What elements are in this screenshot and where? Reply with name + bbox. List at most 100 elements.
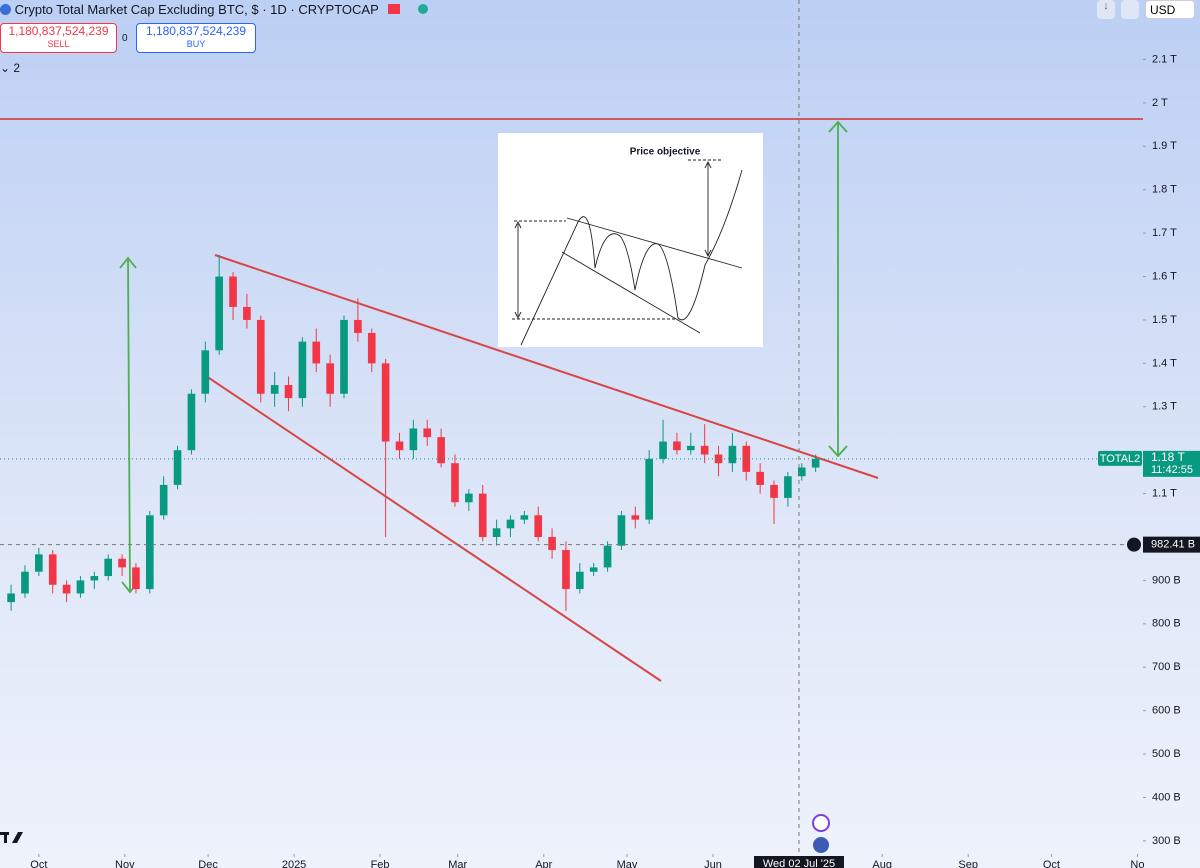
candle-body <box>700 445 709 455</box>
x-tick-label: Mar <box>448 859 467 868</box>
candle-body <box>506 519 515 529</box>
candle-body <box>520 515 529 520</box>
crosshair-y-label: 982.41 B <box>1151 539 1195 551</box>
currency-button[interactable]: USD <box>1145 0 1195 19</box>
candle-body <box>811 458 820 468</box>
candle-body <box>631 515 640 520</box>
sell-button[interactable]: 1,180,837,524,239 SELL <box>0 23 117 53</box>
lower-trend-line <box>205 375 662 682</box>
flag-icon[interactable] <box>388 4 401 14</box>
candle-body <box>76 580 85 594</box>
sell-label: SELL <box>47 39 70 49</box>
snapshot-button[interactable] <box>1121 0 1139 19</box>
symbol-label-bg <box>1098 450 1142 466</box>
countdown: 11:42:55 <box>1151 464 1193 476</box>
x-tick-label: Oct <box>1043 859 1060 868</box>
y-tick-label: 2.1 T <box>1152 53 1177 65</box>
candle-body <box>354 319 362 333</box>
header-row: Crypto Total Market Cap Excluding BTC, $… <box>0 2 428 17</box>
candle-body <box>534 515 543 538</box>
candle-body <box>284 385 293 399</box>
candle-body <box>62 584 71 594</box>
x-tick-label: No <box>1130 859 1144 868</box>
candle-body <box>784 476 792 498</box>
candle-body <box>728 445 737 464</box>
indicators-count: 2 <box>13 61 21 75</box>
y-tick-label: 1.9 T <box>1152 140 1177 152</box>
status-dot <box>417 4 428 14</box>
candle-body <box>21 571 29 594</box>
candle-body <box>797 467 806 477</box>
logo <box>0 832 23 843</box>
candle-body <box>312 341 321 364</box>
candle-body <box>673 441 681 451</box>
y-tick-label: 1.8 T <box>1152 184 1177 196</box>
candle-body <box>215 276 223 351</box>
y-tick-label: 1.3 T <box>1152 401 1177 413</box>
x-tick-label: Jun <box>704 859 722 868</box>
candle-body <box>187 393 196 451</box>
y-tick-label: 600 B <box>1152 705 1181 717</box>
y-tick-label: 1.7 T <box>1152 227 1177 239</box>
x-tick-label: May <box>617 859 638 868</box>
candle-body <box>465 493 473 503</box>
candle-body <box>451 463 459 503</box>
candle-body <box>742 445 751 472</box>
sell-price: 1,180,837,524,239 <box>8 24 109 38</box>
y-tick-label: 500 B <box>1152 748 1181 760</box>
candle-body <box>90 576 99 581</box>
candle-body <box>159 484 168 516</box>
candle-body <box>270 385 279 394</box>
symbol-icon <box>0 4 11 15</box>
candle-body <box>243 306 251 320</box>
candle-body <box>118 558 126 568</box>
x-tick-label: Sep <box>958 859 978 868</box>
symbol-title: Crypto Total Market Cap Excluding BTC, $… <box>14 2 379 17</box>
candle-body <box>478 493 487 538</box>
event-icon <box>813 837 829 853</box>
download-button[interactable]: ↓ <box>1097 0 1115 19</box>
measure-arrow-right <box>828 120 848 458</box>
y-tick-label: 900 B <box>1152 574 1181 586</box>
candle-body <box>770 484 778 498</box>
crosshair-add-button <box>1127 537 1141 552</box>
x-tick-label: Nov <box>115 859 135 868</box>
annotation: Price objective <box>630 147 701 158</box>
inset-diagram <box>498 133 763 347</box>
y-tick-label: 800 B <box>1152 618 1181 630</box>
x-tick-label: Aug <box>872 859 892 868</box>
candle-body <box>714 454 723 464</box>
candle-body <box>576 571 584 590</box>
candle-body <box>381 363 390 442</box>
candle-body <box>756 471 764 485</box>
measure-arrow-left <box>119 256 139 594</box>
x-tick-label: Apr <box>535 859 552 868</box>
x-tick-label: 2025 <box>282 859 306 868</box>
candle-body <box>201 350 210 394</box>
x-tick-label: Dec <box>198 859 218 868</box>
indicators-toggle[interactable]: ⌄ 2 <box>0 61 21 75</box>
candle-body <box>7 593 15 603</box>
candle-body <box>35 554 43 572</box>
candle-body <box>326 363 334 394</box>
y-tick-label: 2 T <box>1152 97 1168 109</box>
y-tick-label: 400 B <box>1152 791 1181 803</box>
crosshair-x-bg <box>753 856 844 868</box>
event-icon <box>812 814 830 832</box>
buy-button[interactable]: 1,180,837,524,239 BUY <box>136 23 256 53</box>
candle-body <box>104 558 113 577</box>
candle-body <box>617 515 626 546</box>
x-tick-label: Feb <box>371 859 390 868</box>
candle-body <box>548 537 556 551</box>
candle-body <box>367 332 376 364</box>
candle-body <box>492 528 501 538</box>
crosshair-x-label: Wed 02 Jul '25 <box>763 858 835 868</box>
candle-body <box>686 445 695 451</box>
candle-body <box>423 428 432 438</box>
x-tick-label: Oct <box>30 859 47 868</box>
spread: 0 <box>122 33 128 44</box>
crosshair-y-bg <box>1143 536 1200 553</box>
candle-body <box>562 550 570 590</box>
